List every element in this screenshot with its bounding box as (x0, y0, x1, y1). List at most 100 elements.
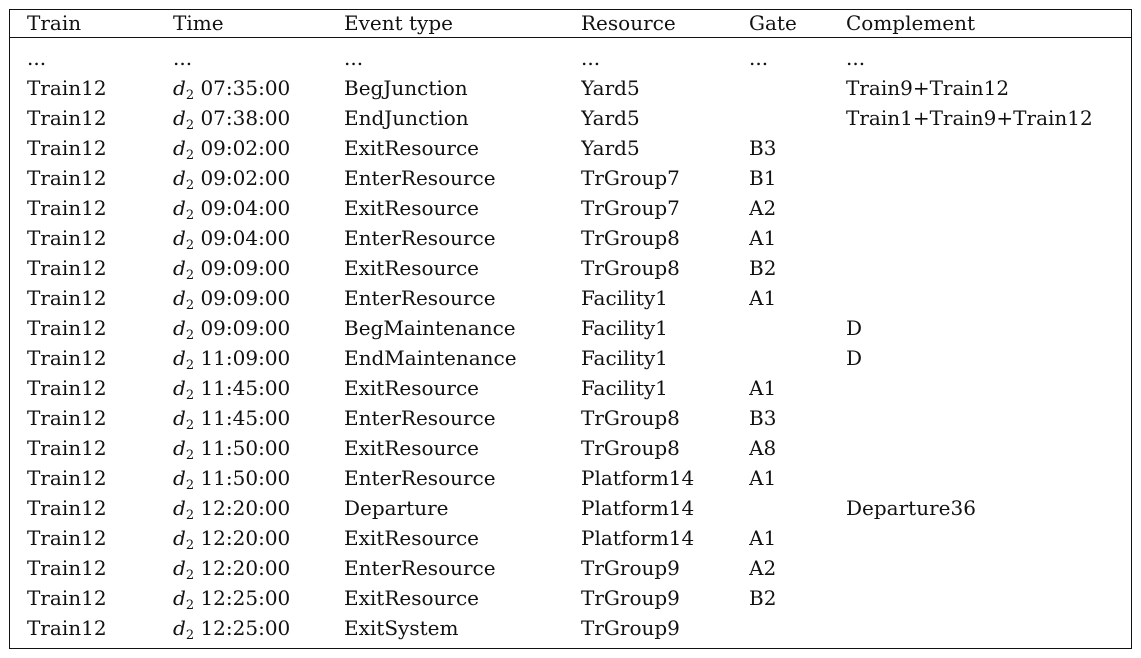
ellipsis-cell: ... (344, 46, 364, 70)
day-label: d2 (173, 556, 195, 583)
complement-cell: Departure36 (846, 496, 976, 520)
day-letter: d (173, 76, 186, 100)
time-value: 09:02:00 (200, 166, 291, 190)
day-subscript: 2 (185, 268, 195, 283)
day-label: d2 (173, 586, 195, 613)
time-value: 07:38:00 (200, 106, 291, 130)
day-letter: d (173, 346, 186, 370)
train-cell: Train12 (27, 436, 107, 460)
day-label: d2 (173, 406, 194, 432)
event-type-cell: ExitResource (344, 256, 479, 280)
train-cell: Train12 (27, 406, 107, 430)
table-row: Train12 d2 12:20:00 ExitResource Platform14… (10, 523, 1131, 553)
gate-cell: A2 (749, 556, 777, 580)
event-type-cell: EndJunction (344, 106, 469, 130)
event-type-cell: ExitResource (344, 196, 479, 220)
event-type-cell: BegJunction (344, 76, 468, 100)
resource-cell: Platform14 (581, 496, 695, 520)
day-label: d2 (173, 196, 195, 223)
resource-cell: Facility1 (581, 286, 668, 310)
event-type-cell: ExitResource (344, 586, 479, 610)
resource-cell: TrGroup9 (581, 586, 680, 610)
day-letter: d (173, 556, 186, 580)
ellipsis-cell: ... (173, 46, 193, 70)
train-cell: Train12 (27, 226, 107, 250)
day-label: d2 (173, 466, 195, 493)
resource-cell: Facility1 (581, 376, 668, 400)
time-value: 07:35:00 (200, 76, 291, 100)
day-label: d2 (173, 526, 195, 553)
day-letter: d (173, 376, 186, 400)
day-subscript: 2 (185, 508, 195, 523)
event-type-cell: EndMaintenance (344, 346, 517, 370)
ellipsis-cell: ... (846, 46, 866, 70)
table-row: Train12 d2 07:38:00 EndJunction Yard5 Train1… (10, 103, 1131, 133)
event-type-cell: ExitResource (344, 436, 479, 460)
table-row: Train12 d2 12:25:00 ExitSystem TrGroup9 (10, 613, 1131, 643)
gate-cell: B3 (749, 406, 777, 430)
complement-cell (846, 523, 1131, 553)
complement-cell (846, 133, 1131, 163)
resource-cell: Facility1 (581, 316, 668, 340)
resource-cell: Yard5 (581, 76, 640, 100)
train-cell: Train12 (27, 346, 107, 370)
day-subscript: 2 (185, 448, 195, 463)
day-letter: d (173, 316, 186, 340)
train-cell: Train12 (27, 616, 107, 640)
resource-cell: TrGroup7 (581, 196, 680, 220)
train-cell: Train12 (27, 76, 107, 100)
time-value: 11:50:00 (200, 436, 291, 460)
header-time: Time (173, 10, 344, 38)
header-resource: Resource (581, 10, 749, 38)
day-label: d2 (173, 166, 194, 192)
table-row: Train12 d2 09:09:00 BegMaintenance Facility… (10, 313, 1131, 343)
resource-cell: TrGroup8 (581, 436, 680, 460)
complement-cell (846, 433, 1131, 463)
time-cell: d2 11:45:00 (173, 373, 344, 403)
table-row: Train12 d2 09:04:00 ExitResource TrGroup7 A2 (10, 193, 1131, 223)
train-cell: Train12 (27, 586, 107, 610)
day-subscript: 2 (185, 598, 195, 613)
day-subscript: 2 (185, 538, 195, 553)
time-cell: d2 12:20:00 (173, 553, 344, 583)
gate-cell: B1 (749, 166, 777, 190)
resource-cell: Platform14 (581, 466, 695, 490)
table-row: Train12 d2 09:09:00 EnterResource Facility1… (10, 283, 1131, 313)
header-gate: Gate (749, 10, 846, 38)
time-value: 11:09:00 (200, 346, 291, 370)
day-letter: d (173, 286, 186, 310)
day-label: d2 (173, 106, 194, 132)
gate-cell (749, 343, 846, 373)
time-cell: d2 12:25:00 (173, 583, 344, 613)
table-row: Train12 d2 09:02:00 EnterResource TrGroup7 B… (10, 163, 1131, 193)
day-subscript: 2 (185, 478, 195, 493)
day-subscript: 2 (185, 388, 195, 403)
time-cell: d2 12:25:00 (173, 613, 344, 643)
table-row: Train12 d2 11:50:00 EnterResource Platform1… (10, 463, 1131, 493)
complement-cell (846, 373, 1131, 403)
train-cell: Train12 (27, 286, 107, 310)
day-subscript: 2 (185, 568, 195, 583)
day-label: d2 (173, 496, 195, 523)
resource-cell: TrGroup9 (581, 616, 680, 640)
day-letter: d (173, 166, 186, 190)
day-subscript: 2 (185, 208, 195, 223)
gate-cell: A1 (749, 286, 777, 310)
time-cell: d2 09:02:00 (173, 163, 344, 193)
table-row: Train12 d2 12:20:00 EnterResource TrGroup9 A… (10, 553, 1131, 583)
day-subscript: 2 (185, 328, 195, 343)
gate-cell: A1 (749, 466, 777, 490)
gate-cell: B2 (749, 586, 777, 610)
day-letter: d (173, 496, 186, 520)
gate-cell (749, 73, 846, 103)
train-cell: Train12 (27, 496, 107, 520)
train-cell: Train12 (27, 526, 107, 550)
complement-cell (846, 553, 1131, 583)
train-cell: Train12 (27, 556, 107, 580)
table-row: Train12 d2 11:45:00 EnterResource TrGroup8 B… (10, 403, 1131, 433)
time-cell: d2 11:09:00 (173, 343, 344, 373)
gate-cell: A1 (749, 376, 777, 400)
day-subscript: 2 (185, 298, 195, 313)
gate-cell: B3 (749, 136, 777, 160)
time-cell: d2 09:04:00 (173, 193, 344, 223)
